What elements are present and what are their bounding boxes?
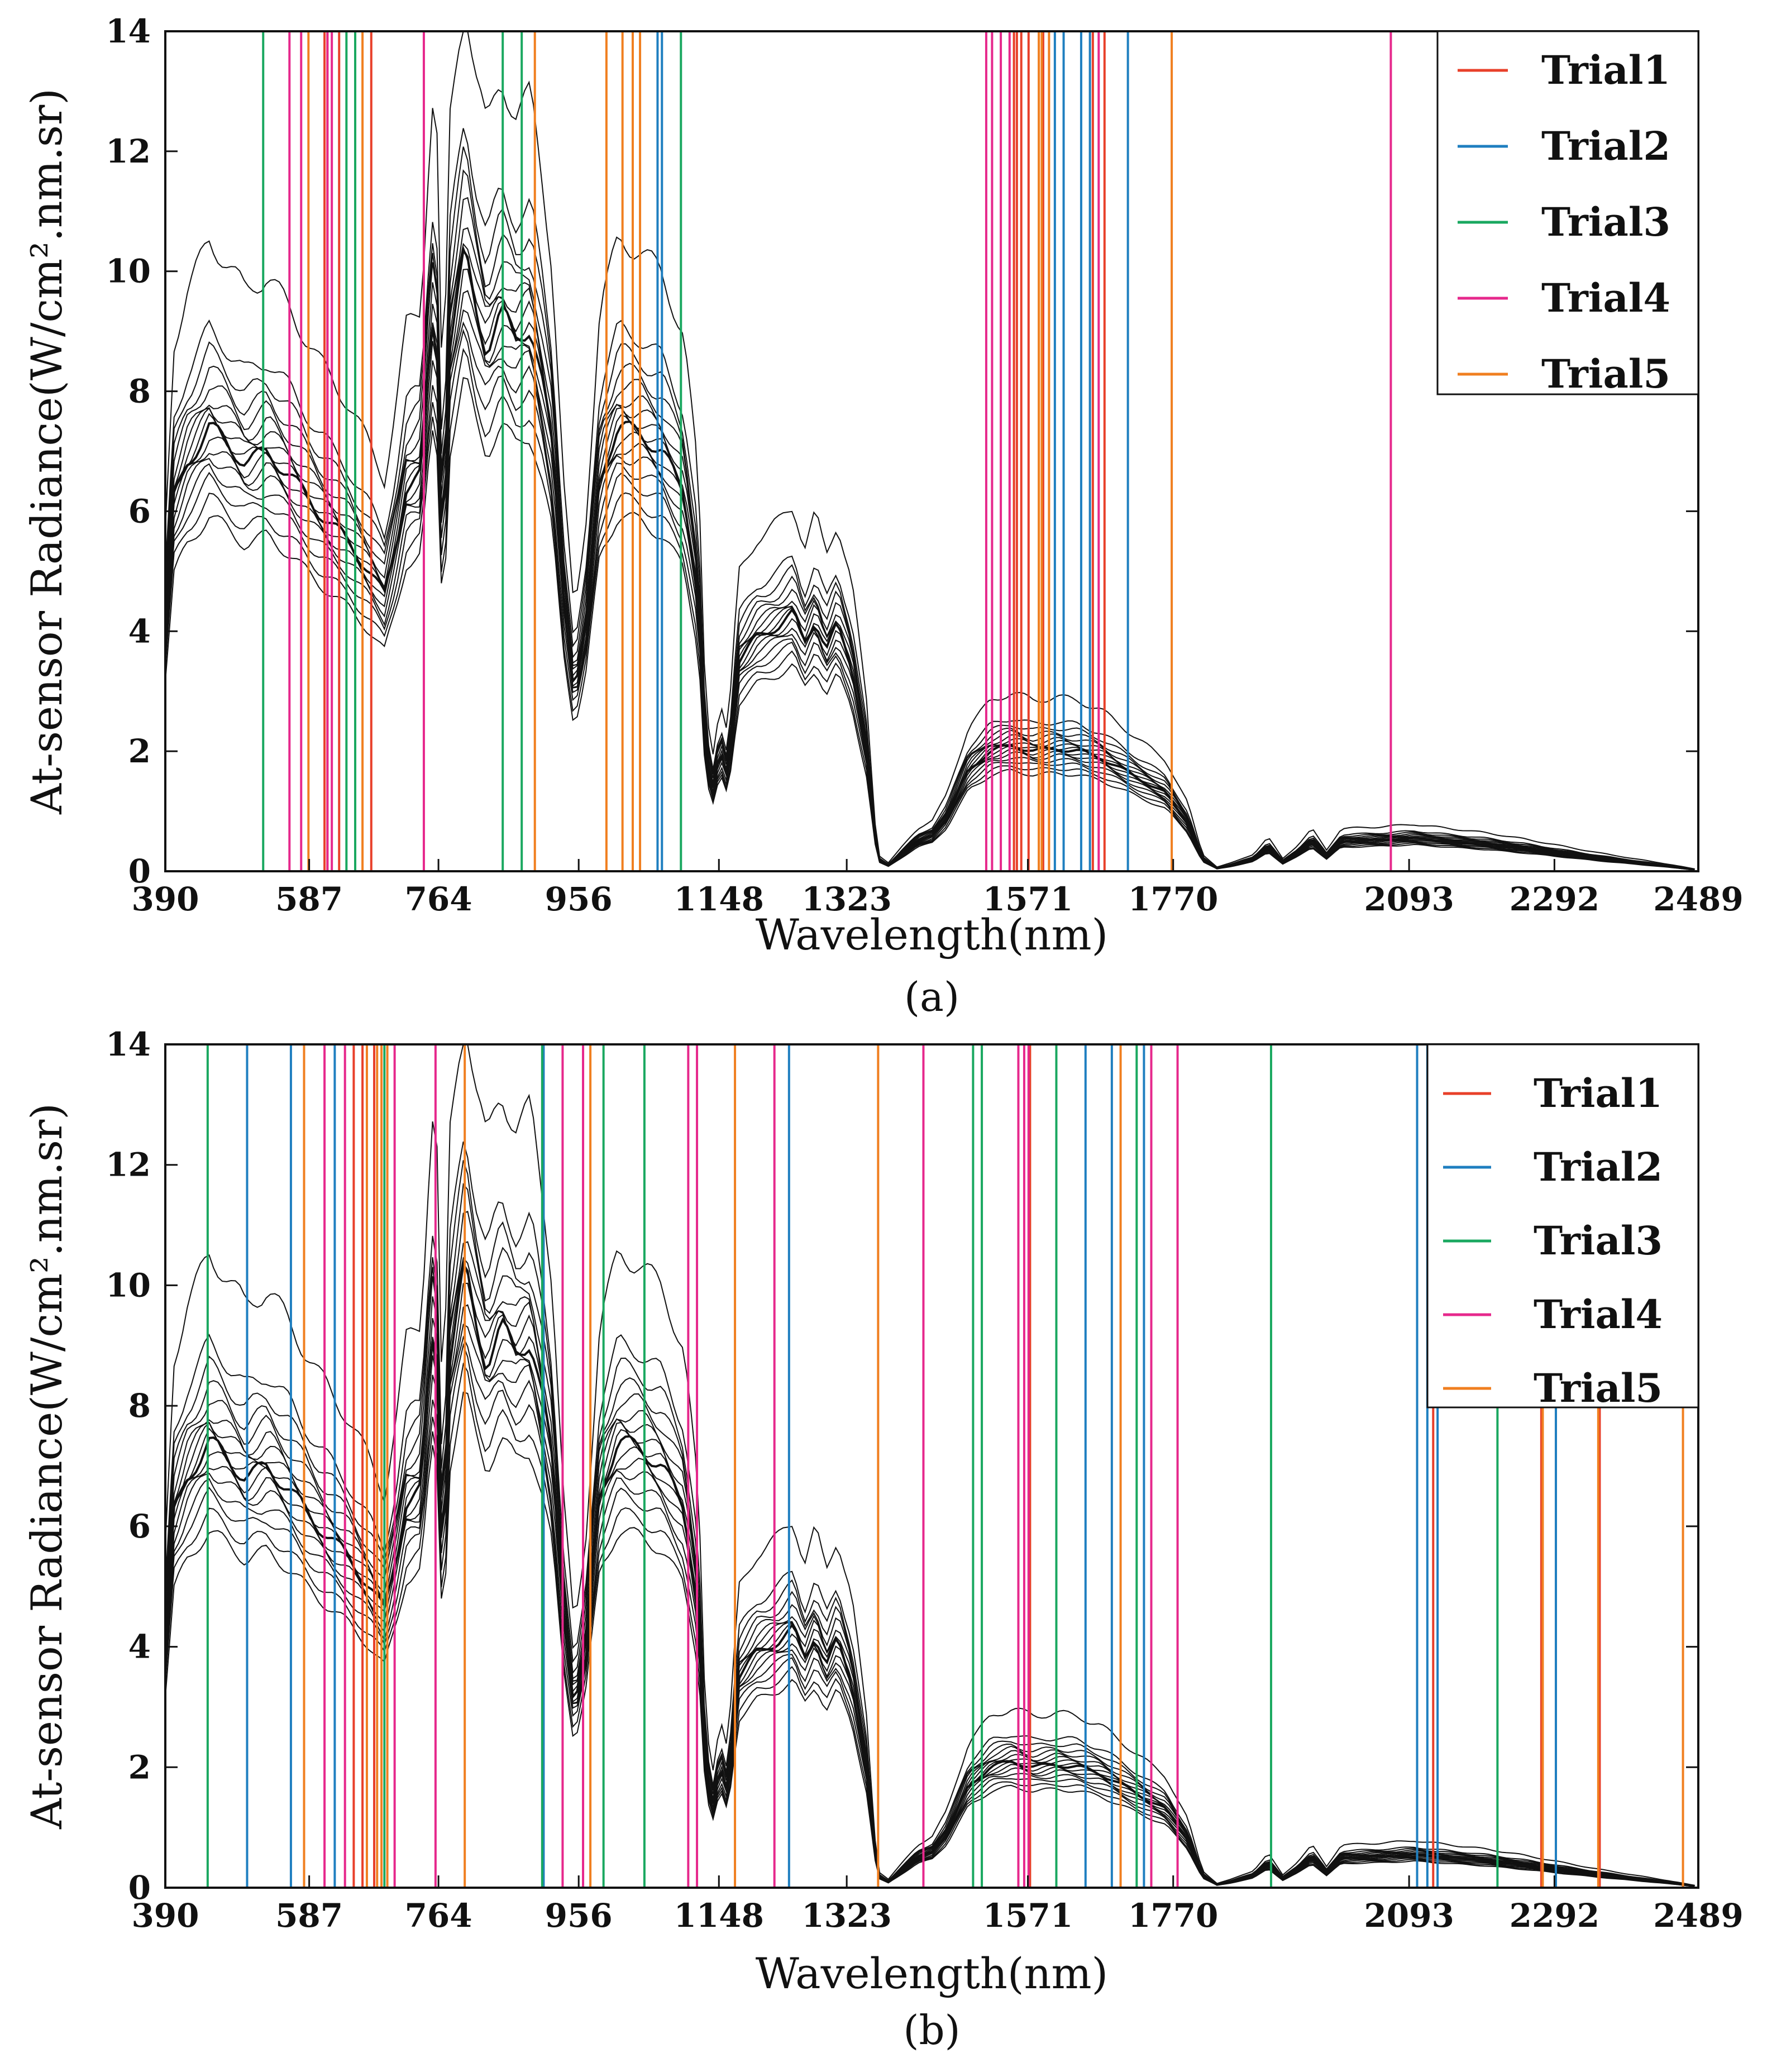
x-tick-label: 956 bbox=[545, 880, 613, 918]
legend-box bbox=[1426, 1043, 1699, 1409]
y-tick-label: 0 bbox=[128, 852, 151, 890]
spectrum-line bbox=[165, 321, 1695, 871]
legend-label-trial5: Trial5 bbox=[1541, 351, 1670, 397]
spectrum-line bbox=[165, 377, 1695, 871]
y-tick-label: 10 bbox=[106, 252, 151, 290]
x-tick-label: 390 bbox=[131, 880, 199, 918]
spectrum-line bbox=[165, 1141, 1695, 1887]
legend-label-trial1: Trial1 bbox=[1541, 47, 1670, 93]
y-tick-label: 8 bbox=[128, 1387, 151, 1425]
spectrum-line bbox=[165, 146, 1695, 870]
y-tick-label: 10 bbox=[106, 1266, 151, 1304]
x-tick-label: 956 bbox=[545, 1897, 613, 1935]
legend-box bbox=[1436, 30, 1699, 395]
spectrum-line bbox=[165, 128, 1695, 870]
x-tick-label: 1571 bbox=[983, 1897, 1073, 1935]
spectra-curves bbox=[164, 31, 1695, 871]
x-tick-label: 764 bbox=[405, 1897, 472, 1935]
selected-bands bbox=[262, 31, 1392, 871]
x-tick-label: 2292 bbox=[1510, 1897, 1599, 1935]
spectrum-line bbox=[165, 1160, 1695, 1887]
panel-label: (a) bbox=[904, 973, 959, 1020]
legend: Trial1 Trial2 Trial3 Trial4 Trial5 bbox=[1436, 30, 1699, 397]
legend-label-trial2: Trial2 bbox=[1534, 1144, 1663, 1190]
y-tick-label: 6 bbox=[128, 1507, 151, 1545]
x-axis-label: Wavelength(nm) bbox=[756, 910, 1108, 959]
spectrum-line bbox=[165, 328, 1695, 871]
x-tick-label: 2489 bbox=[1653, 880, 1743, 918]
legend-label-trial1: Trial1 bbox=[1534, 1070, 1663, 1116]
plot-frame bbox=[164, 30, 1699, 872]
x-tick-label: 2093 bbox=[1364, 880, 1454, 918]
x-axis-label: Wavelength(nm) bbox=[756, 1949, 1108, 1998]
y-axis-label: At-sensor Radiance(W/cm².nm.sr) bbox=[22, 1103, 71, 1830]
y-tick-label: 2 bbox=[128, 1748, 151, 1786]
panel-label: (b) bbox=[903, 2007, 960, 2054]
legend-label-trial5: Trial5 bbox=[1534, 1365, 1663, 1411]
legend-label-trial4: Trial4 bbox=[1541, 275, 1670, 321]
legend-label-trial4: Trial4 bbox=[1534, 1291, 1663, 1338]
spectrum-line bbox=[165, 1335, 1695, 1887]
spectrum-line bbox=[165, 1343, 1695, 1887]
spectra-curves bbox=[164, 1044, 1695, 1887]
x-tick-label: 1770 bbox=[1128, 880, 1218, 918]
spectrum-line bbox=[165, 348, 1695, 871]
y-tick-label: 6 bbox=[128, 492, 151, 530]
spectrum-line bbox=[165, 1362, 1695, 1887]
legend-label-trial2: Trial2 bbox=[1541, 123, 1670, 169]
x-tick-label: 390 bbox=[131, 1897, 199, 1935]
y-tick-label: 14 bbox=[106, 12, 151, 50]
panel-b: 0 2 4 6 8 10 12 14 390 587 764 956 1148 1323 1571 1770 2… bbox=[22, 1025, 1744, 2054]
x-tick-label: 587 bbox=[275, 880, 343, 918]
x-tick-label: 1323 bbox=[801, 880, 891, 918]
spectrum-line bbox=[165, 1183, 1695, 1887]
panel-a: 0 2 4 6 8 10 12 14 390 587 764 956 1148 1323 1571 1770 2… bbox=[22, 12, 1744, 1020]
y-tick-label: 0 bbox=[128, 1869, 151, 1907]
y-tick-label: 4 bbox=[128, 612, 151, 650]
x-tick-label: 2489 bbox=[1653, 1897, 1743, 1935]
y-tick-label: 2 bbox=[128, 732, 151, 770]
y-tick-label: 8 bbox=[128, 373, 151, 410]
x-tick-label: 1571 bbox=[983, 880, 1073, 918]
x-tick-label: 1148 bbox=[674, 1897, 764, 1935]
x-tick-label: 764 bbox=[405, 880, 472, 918]
x-tick-label: 2292 bbox=[1510, 880, 1599, 918]
spectrum-line bbox=[165, 31, 1695, 870]
x-tick-label: 2093 bbox=[1364, 1897, 1454, 1935]
plot-frame bbox=[164, 1043, 1699, 1889]
legend-label-trial3: Trial3 bbox=[1541, 199, 1670, 245]
y-tick-label: 12 bbox=[106, 132, 151, 170]
y-tick-label: 12 bbox=[106, 1146, 151, 1184]
y-tick-label: 4 bbox=[128, 1628, 151, 1666]
x-tick-label: 1148 bbox=[674, 880, 764, 918]
legend: Trial1 Trial2 Trial3 Trial4 Trial5 bbox=[1426, 1043, 1699, 1411]
spectrum-line bbox=[165, 1044, 1695, 1886]
x-tick-label: 1770 bbox=[1128, 1897, 1218, 1935]
y-axis-label: At-sensor Radiance(W/cm².nm.sr) bbox=[22, 88, 71, 815]
spectrum-line bbox=[165, 169, 1695, 870]
legend-label-trial3: Trial3 bbox=[1534, 1218, 1663, 1264]
y-tick-label: 14 bbox=[106, 1025, 151, 1063]
spectrum-line bbox=[165, 1391, 1695, 1887]
selected-bands bbox=[206, 1044, 1684, 1888]
x-tick-label: 1323 bbox=[801, 1897, 891, 1935]
x-tick-label: 587 bbox=[275, 1897, 343, 1935]
